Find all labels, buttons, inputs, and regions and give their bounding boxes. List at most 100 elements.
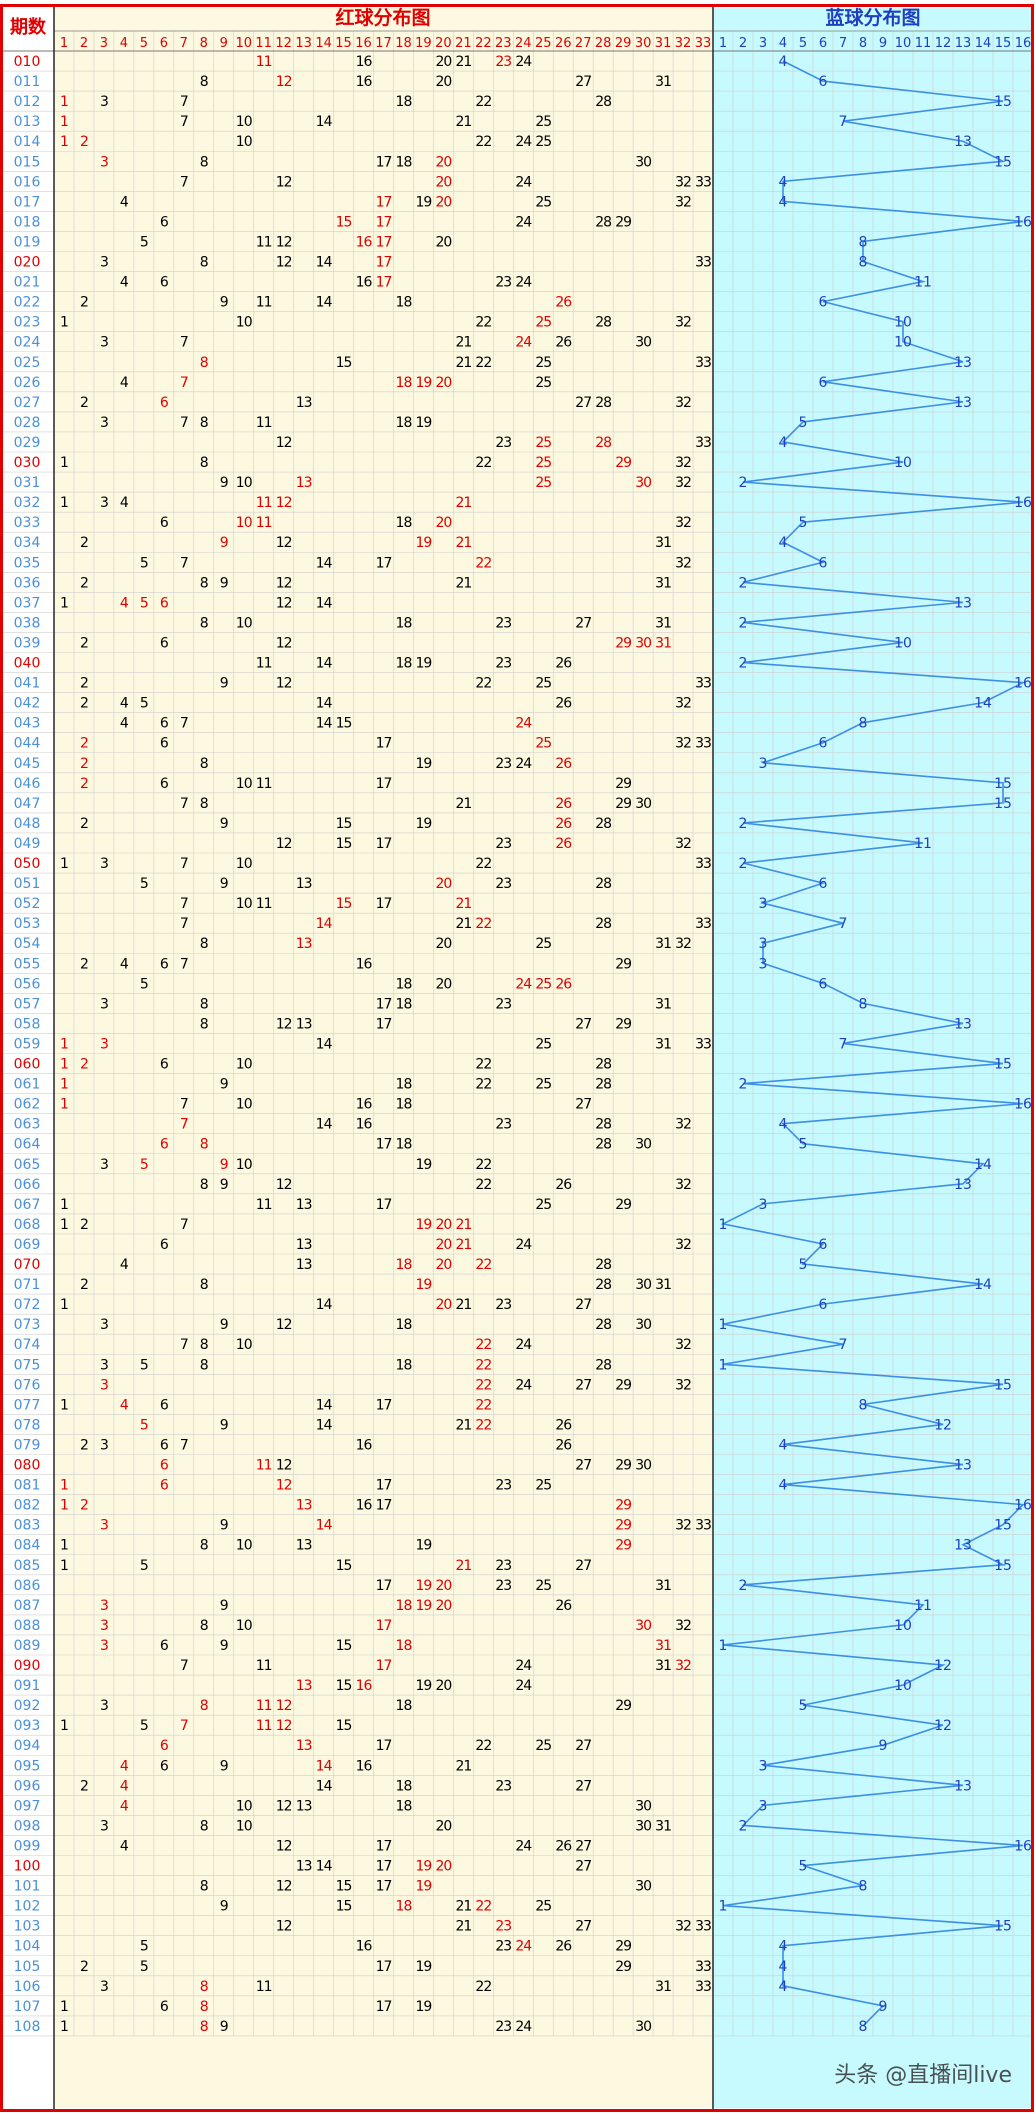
red-column-header: 2	[80, 36, 88, 51]
red-ball-number: 1	[60, 1057, 68, 1073]
red-ball-number: 33	[695, 1518, 711, 1534]
red-ball-number: 19	[416, 1578, 432, 1594]
period-label: 036	[14, 575, 41, 591]
red-ball-number: 25	[535, 1077, 551, 1093]
period-label: 091	[14, 1678, 41, 1694]
red-ball-number: 2	[80, 676, 88, 692]
red-ball-number: 10	[236, 475, 252, 491]
blue-ball-number: 6	[819, 976, 828, 992]
blue-ball-number: 10	[894, 635, 912, 651]
red-ball-number: 13	[296, 1798, 312, 1814]
red-ball-number: 16	[356, 74, 373, 90]
blue-ball-number: 7	[839, 916, 848, 932]
red-ball-number: 2	[80, 635, 88, 651]
period-label: 054	[14, 936, 41, 952]
red-ball-number: 19	[416, 1277, 432, 1293]
red-ball-number: 18	[396, 1257, 412, 1273]
red-ball-number: 11	[256, 1718, 272, 1734]
period-label: 045	[14, 756, 41, 772]
red-ball-number: 9	[220, 1177, 228, 1193]
red-ball-number: 14	[316, 1778, 333, 1794]
red-ball-number: 27	[575, 1738, 591, 1754]
blue-ball-number: 13	[954, 134, 972, 150]
red-ball-number: 16	[356, 1939, 373, 1955]
red-ball-number: 7	[180, 1658, 188, 1674]
red-ball-number: 15	[336, 1678, 352, 1694]
period-label: 063	[14, 1117, 41, 1133]
red-ball-number: 4	[120, 1838, 129, 1854]
red-ball-number: 17	[376, 736, 392, 752]
period-label: 042	[14, 696, 41, 712]
red-ball-number: 32	[675, 1177, 691, 1193]
red-ball-number: 24	[515, 1377, 532, 1393]
blue-ball-number: 4	[779, 1437, 788, 1453]
blue-ball-number: 15	[994, 1919, 1012, 1935]
red-ball-number: 7	[180, 94, 188, 110]
red-ball-number: 2	[80, 1498, 88, 1514]
red-ball-number: 22	[475, 1397, 491, 1413]
red-ball-number: 15	[336, 816, 352, 832]
blue-ball-number: 6	[819, 375, 828, 391]
red-ball-number: 20	[435, 876, 451, 892]
blue-column-header: 7	[839, 36, 847, 51]
red-column-header: 6	[160, 36, 168, 51]
red-ball-number: 6	[160, 515, 169, 531]
red-ball-number: 31	[655, 1638, 671, 1654]
red-ball-number: 9	[220, 1317, 228, 1333]
period-label: 081	[14, 1478, 41, 1494]
blue-ball-number: 10	[894, 335, 912, 351]
red-ball-number: 19	[416, 1859, 432, 1875]
red-ball-number: 16	[356, 234, 373, 250]
red-ball-number: 32	[675, 1618, 691, 1634]
red-ball-number: 28	[595, 916, 611, 932]
red-ball-number: 29	[615, 1959, 631, 1975]
blue-ball-number: 16	[1014, 495, 1032, 511]
red-ball-number: 29	[615, 1939, 631, 1955]
red-ball-number: 20	[435, 976, 451, 992]
red-ball-number: 12	[276, 1718, 292, 1734]
red-ball-number: 19	[416, 1217, 432, 1233]
red-ball-number: 14	[316, 1297, 333, 1313]
red-ball-number: 19	[416, 194, 432, 210]
period-label: 074	[14, 1337, 41, 1353]
red-ball-number: 20	[435, 1237, 451, 1253]
red-ball-number: 31	[655, 535, 671, 551]
period-label: 020	[14, 255, 41, 271]
red-ball-number: 29	[615, 1498, 631, 1514]
red-ball-number: 20	[435, 1859, 451, 1875]
red-ball-number: 11	[256, 515, 272, 531]
period-label: 099	[14, 1838, 41, 1854]
red-ball-number: 4	[120, 1758, 129, 1774]
red-ball-number: 22	[475, 94, 491, 110]
red-ball-number: 2	[80, 575, 88, 591]
period-label: 022	[14, 295, 41, 311]
red-ball-number: 6	[160, 1758, 169, 1774]
red-ball-number: 32	[675, 194, 691, 210]
blue-ball-number: 4	[779, 1478, 788, 1494]
red-ball-number: 23	[495, 836, 511, 852]
red-ball-number: 30	[635, 1818, 651, 1834]
red-ball-number: 7	[180, 1117, 188, 1133]
red-ball-number: 23	[495, 996, 511, 1012]
blue-ball-number: 16	[1014, 676, 1032, 692]
red-ball-number: 22	[475, 1357, 491, 1373]
red-ball-number: 8	[200, 575, 208, 591]
red-ball-number: 3	[100, 1698, 108, 1714]
red-ball-number: 25	[535, 435, 551, 451]
blue-ball-number: 9	[879, 1738, 888, 1754]
red-ball-number: 11	[256, 776, 272, 792]
red-ball-number: 7	[180, 174, 188, 190]
red-ball-number: 31	[655, 1818, 671, 1834]
red-ball-number: 27	[575, 1016, 591, 1032]
red-ball-number: 24	[515, 1678, 532, 1694]
red-ball-number: 12	[276, 1838, 292, 1854]
red-ball-number: 32	[675, 555, 691, 571]
red-ball-number: 12	[276, 435, 292, 451]
red-ball-number: 33	[695, 255, 711, 271]
red-ball-number: 12	[276, 595, 292, 611]
blue-ball-number: 2	[739, 656, 748, 672]
red-ball-number: 8	[200, 1137, 208, 1153]
blue-ball-number: 9	[879, 1999, 888, 2015]
red-ball-number: 18	[396, 976, 412, 992]
red-ball-number: 18	[396, 615, 412, 631]
